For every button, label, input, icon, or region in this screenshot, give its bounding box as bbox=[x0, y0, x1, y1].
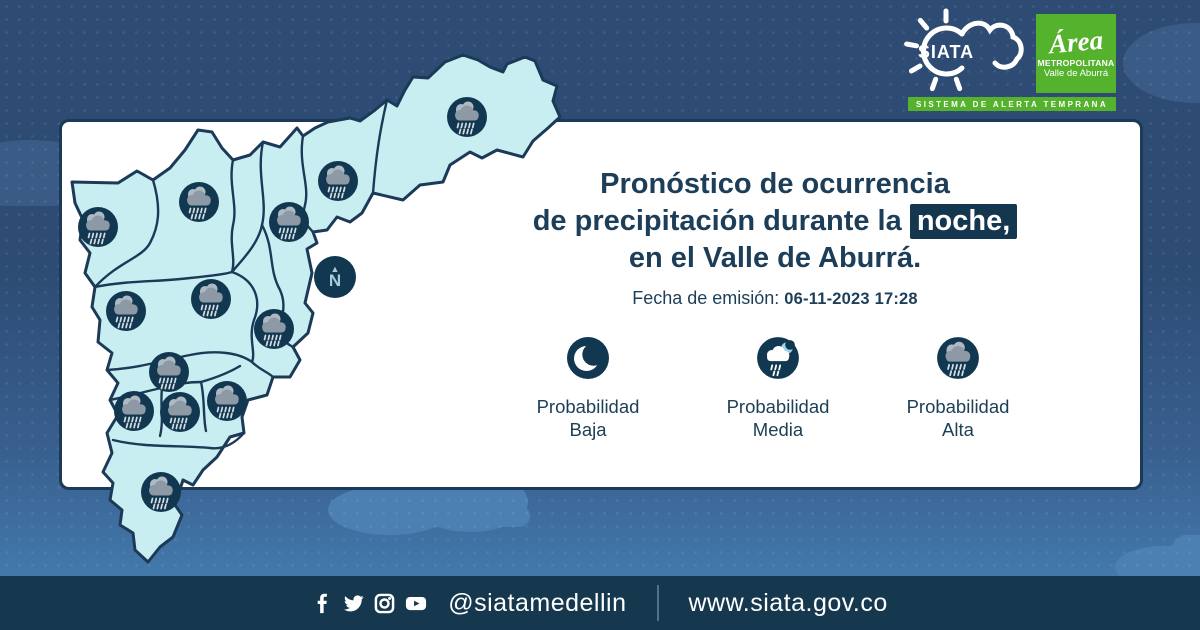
north-label: N bbox=[328, 271, 342, 290]
social-icons bbox=[312, 593, 428, 614]
cloud-rain-icon bbox=[936, 336, 980, 380]
cloud-shape bbox=[1123, 23, 1200, 103]
sun-rays-icon bbox=[904, 8, 963, 92]
website-url[interactable]: www.siata.gov.co bbox=[688, 588, 888, 617]
sun-arc-icon bbox=[921, 25, 965, 77]
highlight-noche: noche, bbox=[909, 204, 1018, 239]
siata-logo: SIATA bbox=[904, 8, 1024, 92]
legend-item-media: Probabilidad Media bbox=[698, 335, 858, 441]
footer-divider bbox=[656, 585, 659, 621]
legend-item-baja: Probabilidad Baja bbox=[508, 335, 668, 441]
instagram-icon[interactable] bbox=[374, 593, 395, 614]
cloud-outline-icon bbox=[959, 20, 1024, 70]
area-script-text: Área bbox=[1047, 24, 1105, 59]
footer-bar: @siatamedellin www.siata.gov.co bbox=[0, 576, 1200, 630]
legend-label: Probabilidad Alta bbox=[906, 396, 1010, 440]
emission-label: Fecha de emisión: bbox=[632, 288, 780, 308]
title-line1: Pronóstico de ocurrencia bbox=[600, 168, 950, 200]
cloud-moon-rain-icon bbox=[756, 336, 800, 380]
siata-wordmark: SIATA bbox=[918, 42, 974, 62]
probability-legend: Probabilidad Baja Probabilidad Media Proba… bbox=[500, 335, 1050, 450]
cloud-shape bbox=[1115, 535, 1200, 580]
emission-value: 06-11-2023 17:28 bbox=[784, 290, 918, 308]
area-line1: METROPOLITANA bbox=[1037, 57, 1115, 68]
legend-label: Probabilidad Media bbox=[726, 396, 830, 440]
title-line2: de precipitación durante la noche, bbox=[500, 203, 1050, 240]
moon-icon bbox=[567, 337, 609, 379]
social-handle[interactable]: @siatamedellin bbox=[448, 588, 627, 617]
north-indicator: ▲ N bbox=[314, 256, 356, 298]
emission-date: Fecha de emisión: 06-11-2023 17:28 bbox=[500, 288, 1050, 309]
legend-item-alta: Probabilidad Alta bbox=[878, 335, 1038, 441]
youtube-icon[interactable] bbox=[404, 593, 428, 614]
siata-tagline: SISTEMA DE ALERTA TEMPRANA bbox=[908, 97, 1116, 111]
area-metropolitana-logo: Área METROPOLITANA Valle de Aburrá bbox=[1036, 14, 1116, 93]
page-title: Pronóstico de ocurrencia de precipitació… bbox=[500, 166, 1050, 277]
title-line3: en el Valle de Aburrá. bbox=[628, 242, 922, 274]
facebook-icon[interactable] bbox=[312, 593, 333, 614]
area-line2: Valle de Aburrá bbox=[1043, 67, 1109, 79]
legend-label: Probabilidad Baja bbox=[536, 396, 640, 440]
twitter-icon[interactable] bbox=[342, 593, 365, 614]
